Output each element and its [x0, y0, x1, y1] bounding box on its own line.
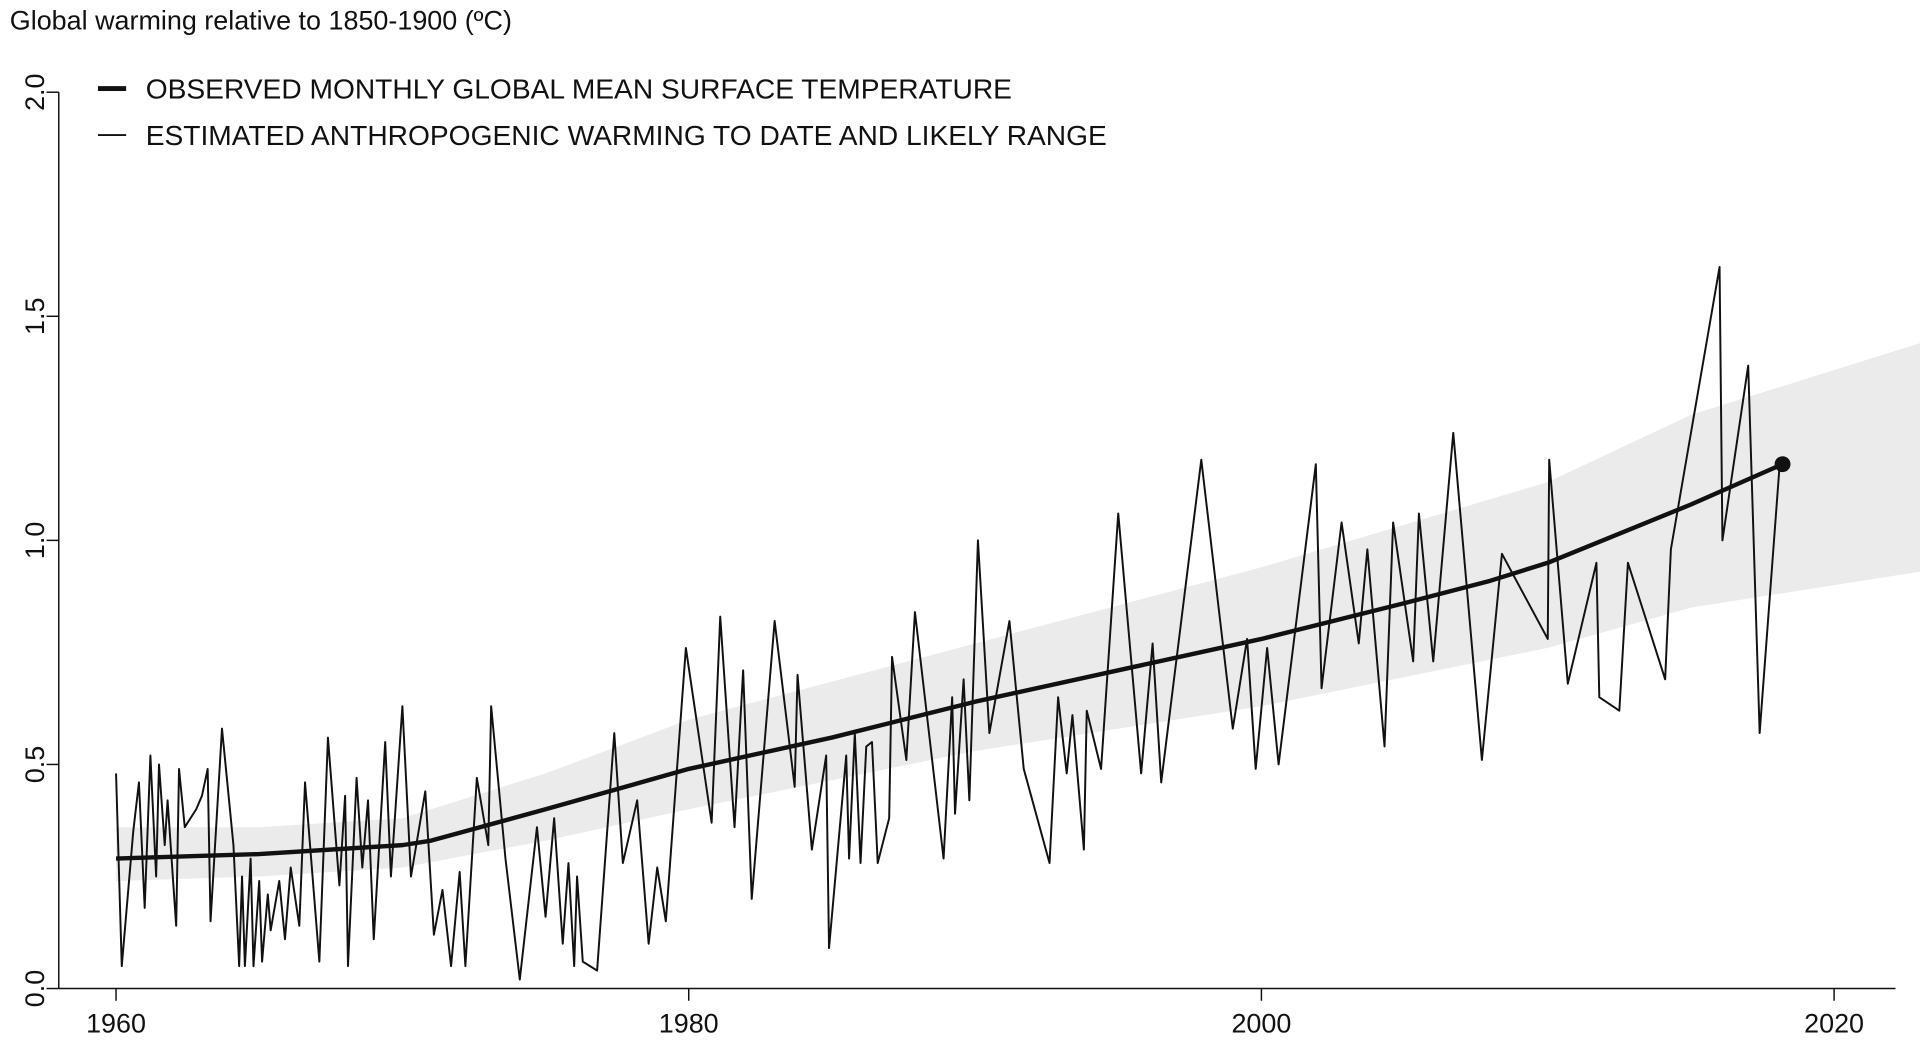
y-tick-label: 0.0 — [20, 970, 50, 1007]
end-marker — [1774, 456, 1791, 473]
x-tick-label: 2000 — [1231, 1009, 1291, 1039]
chart-title: Global warming relative to 1850-1900 (ºC… — [10, 6, 512, 36]
legend-label: OBSERVED MONTHLY GLOBAL MEAN SURFACE TEM… — [146, 73, 1012, 104]
y-tick-label: 1.5 — [20, 298, 50, 335]
y-tick-label: 2.0 — [20, 73, 50, 110]
x-tick-label: 1960 — [86, 1009, 146, 1039]
legend-label: ESTIMATED ANTHROPOGENIC WARMING TO DATE … — [146, 120, 1107, 151]
y-tick-label: 0.5 — [20, 746, 50, 783]
x-tick-label: 1980 — [659, 1009, 719, 1039]
observed-line — [115, 266, 1781, 981]
x-tick-label: 2020 — [1804, 1009, 1864, 1039]
anthropogenic-line — [115, 462, 1784, 861]
y-tick-label: 1.0 — [20, 522, 50, 559]
legend: OBSERVED MONTHLY GLOBAL MEAN SURFACE TEM… — [97, 73, 1107, 151]
likely-range — [116, 343, 1920, 881]
